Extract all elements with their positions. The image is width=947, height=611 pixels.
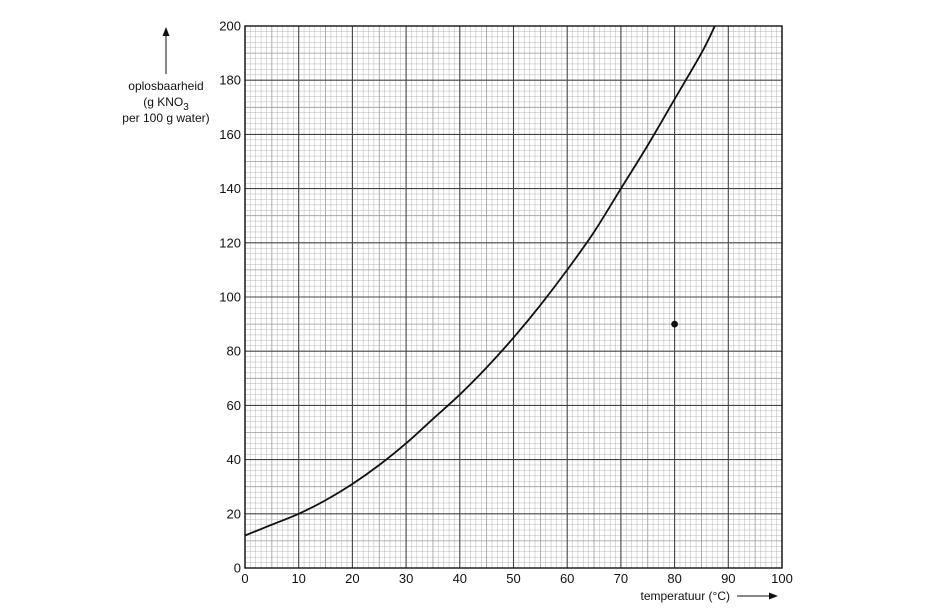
major-grid: [244, 25, 783, 569]
x-tick-label: 50: [506, 571, 520, 586]
x-tick-label: 60: [560, 571, 574, 586]
y-tick-label: 100: [219, 290, 241, 305]
y-label-line-2: (g KNO3: [143, 95, 189, 113]
y-label-line-1: oplosbaarheid: [128, 79, 203, 93]
x-tick-label: 10: [291, 571, 305, 586]
y-tick-label: 120: [219, 235, 241, 250]
data-points: [671, 320, 678, 328]
data-point: [671, 320, 678, 328]
y-tick-label: 20: [227, 506, 241, 521]
plot-frame: [244, 25, 783, 569]
x-tick-label: 100: [771, 571, 793, 586]
y-label-line-3: per 100 g water): [122, 111, 209, 125]
y-axis-arrow-head: [162, 27, 170, 36]
x-tick-labels: 0 10 20 30 40 50 60 70 80 90 100: [241, 571, 792, 586]
y-axis-label: oplosbaarheid (g KNO3 per 100 g water): [122, 27, 210, 125]
x-label-text: temperatuur (°C): [641, 589, 731, 603]
y-tick-label: 180: [219, 73, 241, 88]
x-tick-label: 80: [667, 571, 681, 586]
y-tick-label: 80: [227, 344, 241, 359]
x-tick-label: 70: [614, 571, 628, 586]
y-tick-label: 200: [219, 19, 241, 34]
x-tick-label: 0: [241, 571, 248, 586]
x-tick-label: 90: [721, 571, 735, 586]
y-tick-label: 60: [227, 398, 241, 413]
x-tick-label: 40: [453, 571, 467, 586]
y-label-line-2-main: (g KNO: [143, 95, 183, 109]
y-tick-label: 40: [227, 452, 241, 467]
x-axis-arrow-head: [769, 592, 778, 600]
y-label-subscript: 3: [183, 102, 189, 113]
y-tick-label: 0: [234, 561, 241, 576]
x-axis-label: temperatuur (°C): [641, 589, 778, 603]
x-tick-label: 30: [399, 571, 413, 586]
y-tick-labels: 0 20 40 60 80 100 120 140 160 180 200: [219, 19, 241, 576]
solubility-curve: [244, 25, 716, 537]
x-tick-label: 20: [345, 571, 359, 586]
y-tick-label: 140: [219, 181, 241, 196]
y-tick-label: 160: [219, 127, 241, 142]
